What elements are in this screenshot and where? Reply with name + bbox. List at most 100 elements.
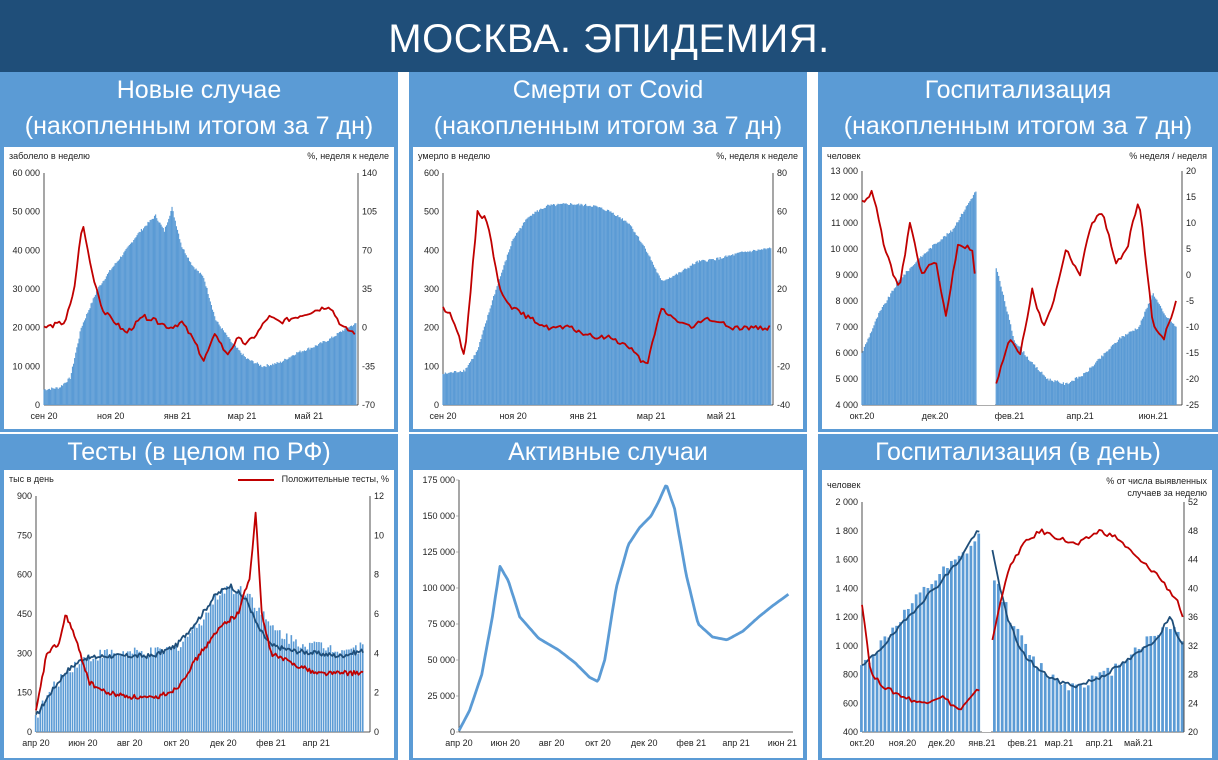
area-column xyxy=(456,372,458,405)
area-column xyxy=(655,268,657,405)
area-column xyxy=(650,260,652,405)
bar xyxy=(140,651,143,732)
area-column xyxy=(499,276,502,405)
bar xyxy=(1047,677,1051,732)
series-line-right-axis xyxy=(991,528,1184,641)
series-line xyxy=(991,549,1184,689)
area-column xyxy=(614,215,617,405)
area-column xyxy=(134,238,136,405)
area-column xyxy=(507,252,510,405)
bar xyxy=(219,595,221,732)
area-column xyxy=(1146,307,1148,405)
area-column xyxy=(199,272,202,405)
bar xyxy=(258,607,260,732)
area-column xyxy=(241,355,243,405)
area-column xyxy=(160,224,162,405)
area-column xyxy=(922,255,924,405)
area-column xyxy=(896,282,898,405)
bar xyxy=(152,654,154,732)
area-column xyxy=(1121,336,1123,405)
area-column xyxy=(971,198,973,405)
area-column xyxy=(563,203,565,405)
area-column xyxy=(595,205,597,405)
area-column xyxy=(474,355,476,405)
bar xyxy=(150,647,152,732)
area-column xyxy=(80,327,82,405)
area-column xyxy=(47,389,49,405)
area-column xyxy=(603,209,605,405)
area-column xyxy=(676,274,679,405)
area-column xyxy=(579,205,581,405)
area-column xyxy=(1059,382,1061,405)
bar xyxy=(255,611,258,732)
area-column xyxy=(349,326,351,405)
area-column xyxy=(1143,316,1145,405)
y2-tick-label: -40 xyxy=(777,400,790,410)
x-tick-label: фев 21 xyxy=(256,738,286,748)
area-column xyxy=(316,345,319,405)
area-column xyxy=(234,345,237,405)
area-column xyxy=(686,269,688,405)
series-line-right-axis xyxy=(861,189,976,317)
area-column xyxy=(1116,342,1118,405)
area-column xyxy=(482,330,484,405)
area-column xyxy=(1005,306,1007,405)
area-column xyxy=(59,387,62,405)
area-column xyxy=(578,203,580,405)
area-column xyxy=(354,323,356,405)
x-tick-label: апр 20 xyxy=(445,738,472,748)
bar xyxy=(41,700,44,732)
area-column xyxy=(496,286,498,405)
area-column xyxy=(1158,304,1160,405)
area-column xyxy=(1012,335,1014,405)
bar xyxy=(110,649,113,732)
area-column xyxy=(550,204,552,405)
bar xyxy=(133,647,136,732)
area-column xyxy=(330,338,332,405)
y2-tick-label: 80 xyxy=(777,168,787,178)
area-column xyxy=(657,273,659,405)
y2-tick-label: 0 xyxy=(1186,270,1191,280)
area-column xyxy=(94,294,97,405)
bar xyxy=(285,633,288,732)
y-tick-label: 0 xyxy=(434,400,439,410)
area-column xyxy=(688,268,690,405)
chart-hospitalization-weekly: человек % неделя / неделя 4 000 5 000 6 00… xyxy=(822,147,1212,429)
area-column xyxy=(233,344,235,405)
area-column xyxy=(286,359,288,405)
area-column xyxy=(972,194,975,405)
area-column xyxy=(82,322,84,405)
bar xyxy=(1129,654,1133,732)
x-tick-label: апр 20 xyxy=(22,738,49,748)
bar xyxy=(237,588,240,732)
y-tick-label: 0 xyxy=(35,400,40,410)
area-column xyxy=(1016,344,1018,405)
area-column xyxy=(928,248,930,405)
area-column xyxy=(215,320,217,405)
bar xyxy=(1043,673,1047,732)
y-axis-label: человек xyxy=(827,151,861,161)
area-column xyxy=(587,206,589,405)
area-column xyxy=(701,260,703,405)
bar xyxy=(1145,636,1149,732)
data-gap xyxy=(981,502,992,732)
bar xyxy=(938,574,942,732)
area-column xyxy=(689,265,691,405)
panel-title: Активные случаи xyxy=(508,438,708,466)
area-column xyxy=(625,220,627,405)
area-column xyxy=(226,334,228,405)
y-tick-label: 150 xyxy=(17,688,32,698)
area-column xyxy=(645,251,648,405)
area-column xyxy=(867,338,869,405)
area-column xyxy=(542,208,544,405)
bar xyxy=(1020,635,1024,732)
bar xyxy=(122,651,124,732)
area-column xyxy=(486,320,488,405)
area-column xyxy=(936,242,939,405)
area-column xyxy=(875,318,878,405)
bar xyxy=(875,652,879,732)
area-column xyxy=(60,385,63,405)
area-column xyxy=(605,211,607,405)
area-column xyxy=(1002,294,1005,405)
area-column xyxy=(516,233,518,405)
